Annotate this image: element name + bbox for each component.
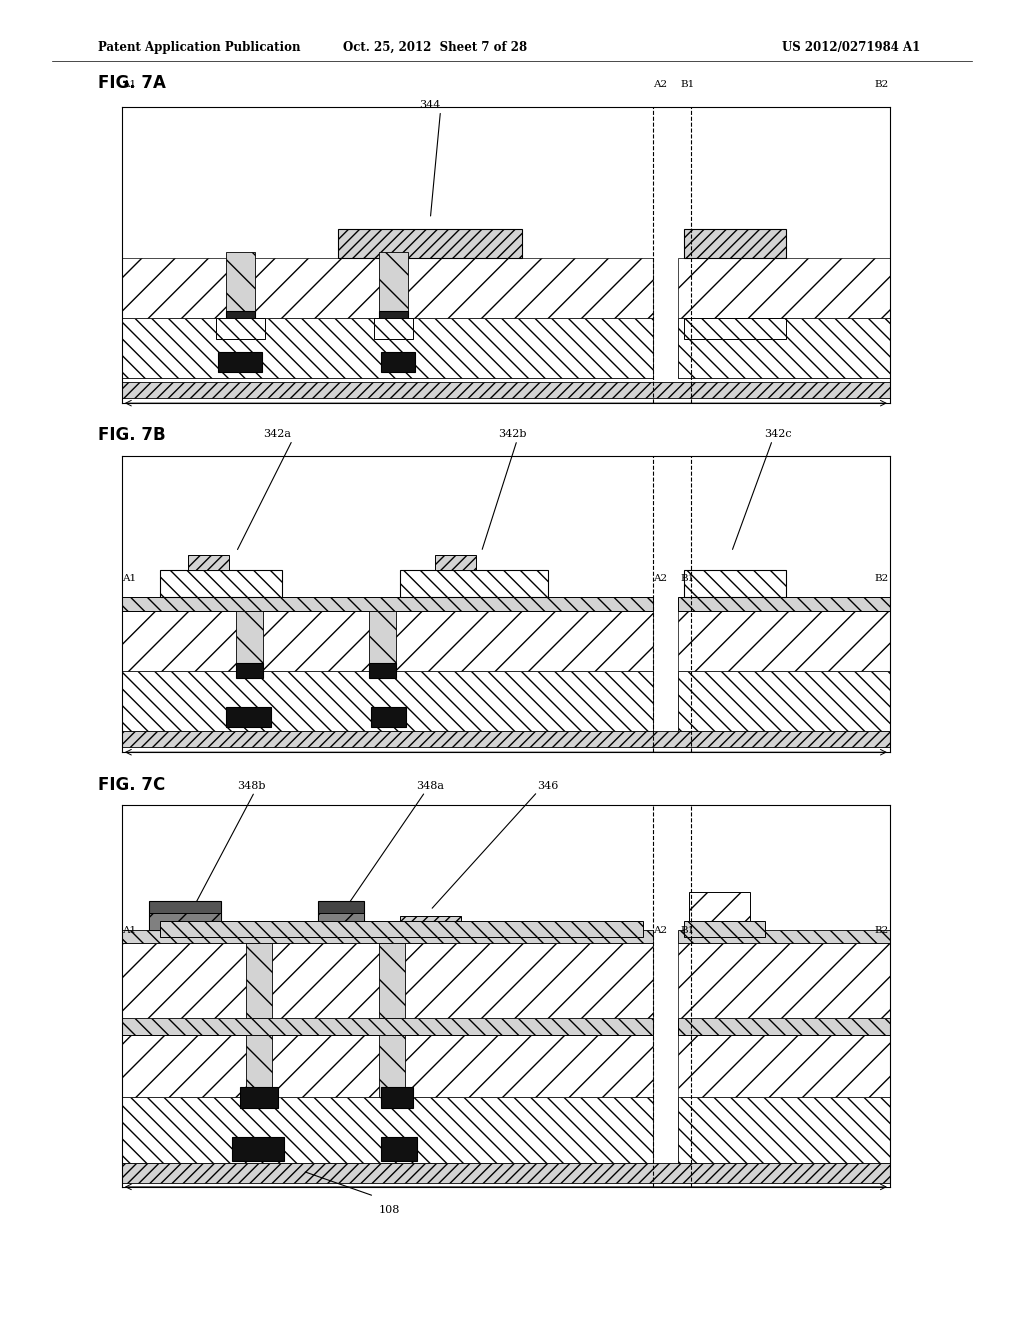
- Bar: [122, 611, 653, 671]
- Text: B2: B2: [874, 927, 889, 935]
- Bar: [399, 570, 548, 597]
- Text: 342c: 342c: [764, 429, 792, 440]
- Text: 342b: 342b: [498, 429, 526, 440]
- Bar: [318, 902, 364, 931]
- Bar: [188, 554, 229, 570]
- Bar: [679, 259, 890, 318]
- Bar: [381, 1137, 417, 1160]
- Bar: [381, 1086, 413, 1107]
- Bar: [241, 1086, 279, 1107]
- Bar: [247, 1035, 272, 1097]
- Bar: [226, 708, 271, 727]
- Bar: [232, 1137, 285, 1160]
- Bar: [379, 312, 408, 325]
- Text: B2: B2: [874, 574, 889, 583]
- Bar: [122, 731, 890, 747]
- Bar: [399, 916, 461, 931]
- Bar: [379, 944, 404, 1018]
- Text: A1: A1: [122, 81, 136, 90]
- Bar: [122, 318, 653, 378]
- Bar: [369, 611, 395, 671]
- Bar: [371, 708, 406, 727]
- Bar: [122, 671, 653, 731]
- Bar: [247, 944, 272, 1018]
- Bar: [237, 663, 263, 678]
- Bar: [122, 1163, 890, 1183]
- Bar: [679, 318, 890, 378]
- Bar: [379, 1035, 404, 1097]
- Text: A1: A1: [122, 927, 136, 935]
- Bar: [122, 381, 890, 397]
- Bar: [122, 1018, 653, 1035]
- Text: A2: A2: [653, 927, 667, 935]
- Bar: [684, 230, 785, 259]
- Bar: [679, 597, 890, 611]
- Bar: [122, 931, 653, 944]
- Bar: [122, 259, 653, 318]
- Text: FIG. 7C: FIG. 7C: [98, 776, 166, 793]
- Text: B1: B1: [681, 574, 694, 583]
- Text: B2: B2: [874, 81, 889, 90]
- Bar: [379, 252, 408, 318]
- Bar: [122, 944, 653, 1018]
- Bar: [226, 252, 255, 318]
- Text: FIG. 7A: FIG. 7A: [98, 74, 166, 92]
- Bar: [122, 597, 653, 611]
- Bar: [374, 318, 413, 339]
- Bar: [122, 1035, 653, 1097]
- Text: Oct. 25, 2012  Sheet 7 of 28: Oct. 25, 2012 Sheet 7 of 28: [343, 41, 527, 54]
- Bar: [369, 663, 395, 678]
- Text: A2: A2: [653, 81, 667, 90]
- Bar: [338, 230, 522, 259]
- Text: B1: B1: [681, 81, 694, 90]
- Bar: [679, 931, 890, 944]
- Text: 348a: 348a: [417, 781, 444, 791]
- Bar: [150, 912, 221, 931]
- Bar: [679, 671, 890, 731]
- Bar: [679, 1097, 890, 1163]
- Bar: [160, 570, 283, 597]
- Text: 348b: 348b: [238, 781, 266, 791]
- Text: US 2012/0271984 A1: US 2012/0271984 A1: [782, 41, 921, 54]
- Bar: [318, 912, 364, 931]
- Bar: [679, 611, 890, 671]
- Bar: [237, 611, 263, 671]
- Bar: [150, 902, 221, 931]
- Bar: [689, 892, 750, 921]
- Bar: [679, 1018, 890, 1035]
- Bar: [216, 318, 265, 339]
- Text: B1: B1: [681, 927, 694, 935]
- Text: Patent Application Publication: Patent Application Publication: [98, 41, 301, 54]
- Bar: [226, 312, 255, 325]
- Bar: [684, 318, 785, 339]
- Text: A2: A2: [653, 574, 667, 583]
- Bar: [218, 351, 262, 371]
- Text: 344: 344: [420, 100, 441, 110]
- Text: 342a: 342a: [263, 429, 291, 440]
- Bar: [684, 570, 785, 597]
- Bar: [122, 1097, 653, 1163]
- Text: 346: 346: [537, 781, 558, 791]
- Text: FIG. 7B: FIG. 7B: [98, 425, 166, 444]
- Bar: [684, 921, 765, 937]
- Bar: [381, 351, 415, 371]
- Text: A1: A1: [122, 574, 136, 583]
- Text: 108: 108: [379, 1205, 400, 1216]
- Bar: [679, 1035, 890, 1097]
- Bar: [435, 554, 476, 570]
- Bar: [160, 921, 643, 937]
- Bar: [679, 944, 890, 1018]
